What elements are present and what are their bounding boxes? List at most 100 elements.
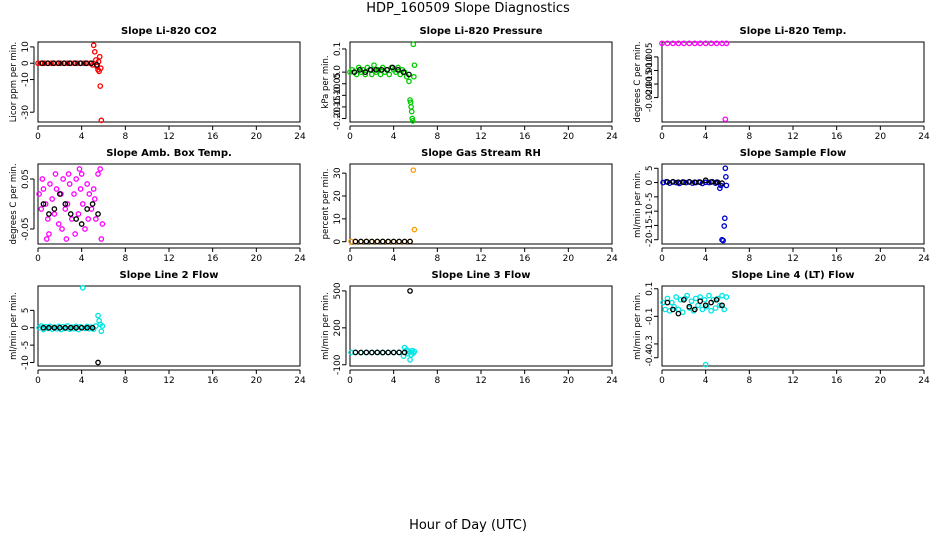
- plot-frame: [349, 285, 613, 367]
- x-axis: 0 4 8 12 16 20 24: [347, 125, 618, 142]
- y-tick-label: -0.15: [333, 95, 343, 118]
- plot-frame: [37, 163, 301, 245]
- data-point: [368, 238, 375, 245]
- data-point: [91, 196, 98, 202]
- y-tick-label: 500: [333, 282, 343, 299]
- data-point: [62, 324, 69, 331]
- panel-title: Slope Li-820 Pressure: [419, 26, 542, 37]
- data-point: [386, 71, 393, 78]
- x-tick-label: 24: [918, 132, 930, 142]
- y-axis: 5 0 -5 -10-15-20: [645, 165, 659, 247]
- data-point: [84, 206, 90, 212]
- x-tick-label: 16: [519, 254, 531, 264]
- data-point: [406, 71, 412, 78]
- data-point: [385, 349, 392, 356]
- data-point: [78, 324, 85, 331]
- data-point: [46, 231, 52, 237]
- data-point: [697, 298, 704, 305]
- data-point: [670, 306, 676, 313]
- y-tick-label: 5: [645, 165, 655, 171]
- data-point: [384, 66, 390, 73]
- data-point: [675, 310, 682, 317]
- data-point: [362, 71, 369, 78]
- data-point: [723, 40, 730, 47]
- x-tick-label: 16: [519, 376, 531, 386]
- data-point: [721, 223, 728, 229]
- x-tick-label: 0: [659, 254, 665, 264]
- y-tick-label: -0.020: [645, 83, 655, 112]
- data-point: [98, 328, 105, 335]
- data-point: [351, 69, 358, 75]
- data-point: [90, 42, 97, 49]
- x-axis: 0 4 8 12 16 20 24: [659, 247, 930, 264]
- data-point: [410, 167, 417, 174]
- x-tick-label: 20: [251, 254, 263, 264]
- y-tick-label: -10: [21, 72, 31, 87]
- data-point: [82, 226, 88, 232]
- data-point: [410, 41, 417, 48]
- x-tick-label: 24: [294, 132, 306, 142]
- data-point: [723, 182, 730, 189]
- x-tick-label: 20: [875, 254, 887, 264]
- y-tick-label: 20: [333, 190, 343, 202]
- data-point: [717, 302, 723, 309]
- x-axis: 0 4 8 12 16 20 24: [35, 125, 306, 142]
- x-tick-label: 20: [563, 376, 575, 386]
- data-point: [708, 307, 714, 314]
- x-tick-label: 4: [391, 376, 397, 386]
- data-point: [88, 60, 95, 67]
- y-tick-label: -5: [645, 192, 655, 201]
- y-axis: 5 0 -5 -10: [21, 307, 35, 370]
- y-tick-label: 0: [21, 60, 31, 66]
- series-hourly: [352, 288, 413, 356]
- data-point: [722, 165, 729, 172]
- y-axis-label: ml/min per min.: [9, 292, 19, 360]
- data-point: [400, 69, 407, 75]
- data-point: [691, 306, 698, 313]
- chart-panel-9: Slope Line 4 (LT) Flow 0.1 -0.1 -0.3-0.4ml/…: [633, 270, 930, 386]
- panel-title: Slope Line 2 Flow: [120, 270, 219, 281]
- chart-panel-2: Slope Li-820 Pressure 0.1 0.0-0.05-0.10-0.…: [321, 26, 618, 142]
- x-tick-label: 0: [659, 376, 665, 386]
- data-point: [79, 284, 86, 291]
- data-point: [95, 312, 101, 319]
- x-tick-label: 4: [703, 376, 709, 386]
- data-point: [356, 66, 363, 73]
- data-point: [95, 171, 101, 177]
- data-point: [695, 302, 701, 309]
- data-point: [63, 236, 70, 242]
- data-point: [76, 166, 83, 172]
- data-point: [719, 180, 725, 186]
- data-point: [407, 288, 413, 294]
- data-point: [59, 226, 65, 232]
- data-point: [702, 177, 709, 184]
- data-point: [708, 179, 714, 185]
- data-point: [659, 40, 665, 47]
- x-tick-label: 24: [294, 254, 306, 264]
- y-tick-label: 200: [333, 319, 343, 336]
- x-tick-label: 8: [434, 254, 440, 264]
- data-point: [74, 60, 81, 67]
- y-axis-label: ml/min per min.: [633, 170, 643, 238]
- x-tick-label: 20: [875, 376, 887, 386]
- y-axis-label: degrees C per min.: [633, 41, 643, 122]
- data-point: [664, 40, 671, 47]
- x-tick-label: 16: [207, 254, 219, 264]
- data-point: [66, 181, 73, 187]
- y-axis-label: percent per min.: [321, 169, 331, 240]
- data-point: [46, 324, 52, 331]
- data-point: [358, 238, 364, 245]
- data-point: [371, 62, 377, 69]
- data-point: [89, 201, 96, 207]
- data-point: [684, 292, 690, 299]
- panel-title: Slope Line 3 Flow: [432, 270, 531, 281]
- data-point: [81, 60, 87, 67]
- x-tick-label: 4: [79, 376, 85, 386]
- data-point: [99, 323, 106, 329]
- x-tick-label: 4: [703, 254, 709, 264]
- data-point: [713, 296, 720, 303]
- data-point: [78, 171, 85, 177]
- data-point: [385, 238, 392, 245]
- data-point: [90, 186, 97, 192]
